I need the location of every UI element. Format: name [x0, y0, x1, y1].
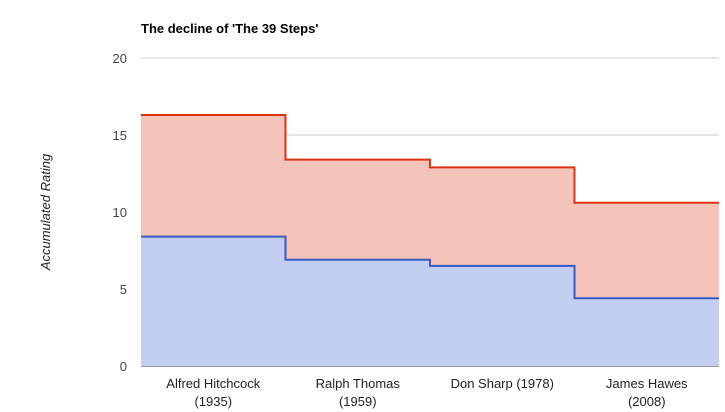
chart-title: The decline of 'The 39 Steps': [141, 21, 318, 36]
y-axis-ticks: 0 5 10 15 20: [113, 51, 127, 374]
x-tick-label: James Hawes (2008): [606, 376, 688, 409]
y-tick-label: 0: [120, 359, 127, 374]
x-tick-label: Don Sharp (1978): [451, 376, 554, 391]
series-2-line: [141, 113, 719, 204]
y-axis-label: Accumulated Rating: [38, 153, 53, 271]
y-tick-label: 5: [120, 282, 127, 297]
y-tick-label: 20: [113, 51, 127, 66]
series-areas: [141, 114, 719, 366]
x-tick-label: Ralph Thomas (1959): [316, 376, 401, 409]
x-axis-ticks: Alfred Hitchcock (1935) Ralph Thomas (1959)…: [166, 376, 688, 409]
x-tick-label: Alfred Hitchcock (1935): [166, 376, 260, 409]
series-1-line: [141, 235, 719, 300]
series-lines: [141, 113, 719, 300]
y-tick-label: 15: [113, 128, 127, 143]
y-tick-label: 10: [113, 205, 127, 220]
